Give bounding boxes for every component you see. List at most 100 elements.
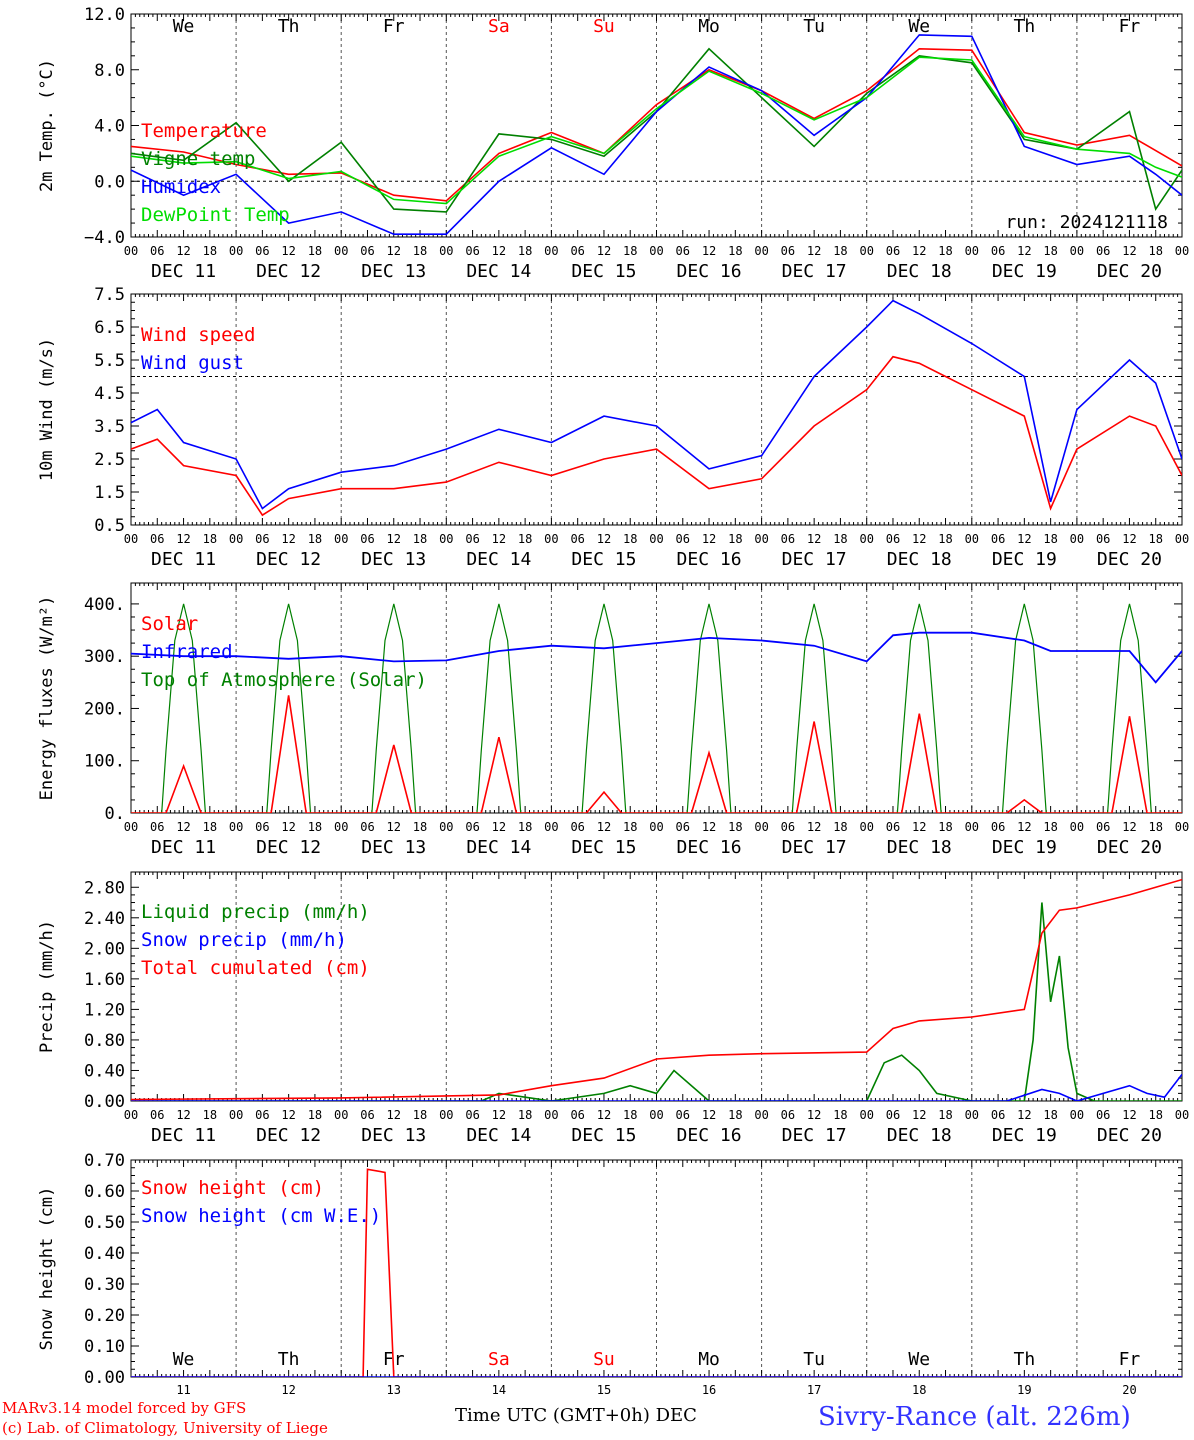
hour-tick-label: 00 (124, 1108, 138, 1122)
hour-tick-label: 18 (518, 532, 532, 546)
hour-tick-label: 18 (1148, 244, 1162, 258)
panel-2: 7.5 6.5 5.5 4.5 3.5 2.5 1.5 0.5 10m Wind (m/s) 00… (37, 285, 1189, 570)
hour-tick-label: 18 (938, 532, 952, 546)
weekday-label: We (173, 1349, 195, 1370)
hour-tick-label: 00 (334, 820, 348, 834)
hour-tick-label: 18 (203, 820, 217, 834)
y-tick-label: 6.5 (94, 318, 125, 338)
hour-tick-label: 00 (1175, 532, 1189, 546)
date-label: DEC 16 (677, 261, 742, 282)
y-tick-label: 400. (84, 595, 125, 615)
hour-tick-label: 06 (255, 820, 269, 834)
hour-tick-label: 18 (728, 244, 742, 258)
series-line-2 (131, 47, 1182, 213)
hour-tick-label: 06 (886, 820, 900, 834)
y-tick-label: −4.0 (84, 228, 125, 248)
weekday-label: We (908, 16, 930, 37)
hour-tick-label: 12 (1122, 532, 1136, 546)
day-number-label: 19 (1017, 1383, 1031, 1397)
date-label: DEC 20 (1097, 1125, 1162, 1146)
hour-tick-label: 18 (623, 532, 637, 546)
footer-model-line: MARv3.14 model forced by GFS (2, 1399, 247, 1417)
y-tick-label: 4.5 (94, 384, 125, 404)
hour-tick-label: 00 (334, 1108, 348, 1122)
hour-tick-label: 06 (465, 1108, 479, 1122)
hour-tick-label: 00 (965, 1108, 979, 1122)
hour-tick-label: 18 (728, 820, 742, 834)
weekday-label: Fr (1119, 1349, 1141, 1370)
hour-tick-label: 00 (754, 820, 768, 834)
weekday-label: Sa (488, 1349, 510, 1370)
y-tick-label: 2.00 (84, 939, 125, 959)
panel-4: 2.80 2.40 2.00 1.60 1.20 0.80 0.40 0.00 Precip (… (37, 871, 1189, 1146)
hour-tick-label: 18 (623, 244, 637, 258)
hour-tick-label: 06 (570, 244, 584, 258)
hour-tick-label: 06 (1096, 820, 1110, 834)
hour-tick-label: 12 (597, 532, 611, 546)
day-number-label: 14 (492, 1383, 506, 1397)
hour-tick-label: 12 (912, 244, 926, 258)
hour-tick-label: 00 (544, 532, 558, 546)
hour-tick-label: 18 (623, 820, 637, 834)
hour-tick-label: 18 (413, 1108, 427, 1122)
date-label: DEC 12 (256, 549, 321, 570)
hour-tick-label: 12 (807, 820, 821, 834)
y-tick-label: 0.80 (84, 1031, 125, 1051)
hour-tick-label: 12 (702, 244, 716, 258)
hour-tick-label: 06 (360, 532, 374, 546)
hour-tick-label: 18 (728, 1108, 742, 1122)
hour-tick-label: 00 (649, 532, 663, 546)
hour-tick-label: 18 (308, 1108, 322, 1122)
hour-tick-label: 06 (991, 244, 1005, 258)
legend-entry: Temperature (141, 120, 267, 142)
hour-tick-label: 06 (676, 244, 690, 258)
date-label: DEC 12 (256, 261, 321, 282)
y-axis-title: Precip (mm/h) (37, 920, 57, 1053)
hour-tick-label: 12 (1122, 1108, 1136, 1122)
y-axis-title: Energy fluxes (W/m²) (37, 596, 57, 801)
series-line-4 (131, 56, 1182, 205)
y-tick-label: 3.5 (94, 417, 125, 437)
legend-entry: Wind speed (141, 324, 255, 346)
date-label: DEC 17 (782, 549, 847, 570)
weekday-label: Tu (803, 1349, 825, 1370)
hour-tick-label: 18 (308, 820, 322, 834)
date-label: DEC 14 (466, 261, 531, 282)
hour-tick-label: 00 (229, 244, 243, 258)
hour-tick-label: 06 (676, 1108, 690, 1122)
date-label: DEC 13 (361, 837, 426, 858)
date-label: DEC 16 (677, 1125, 742, 1146)
series-line-2 (131, 1073, 1182, 1101)
hour-tick-label: 00 (439, 1108, 453, 1122)
hour-tick-label: 12 (387, 820, 401, 834)
weekday-label: Fr (1119, 16, 1141, 37)
hour-tick-label: 06 (570, 820, 584, 834)
y-tick-label: 0.10 (84, 1337, 125, 1357)
hour-tick-label: 00 (754, 244, 768, 258)
y-tick-label: 0.5 (94, 516, 125, 536)
y-tick-label: 0.00 (84, 1092, 125, 1112)
y-tick-label: 0.30 (84, 1275, 125, 1295)
hour-tick-label: 12 (492, 820, 506, 834)
date-label: DEC 15 (571, 837, 636, 858)
xaxis-label: Time UTC (GMT+0h) DEC (455, 1405, 697, 1426)
hour-tick-label: 06 (360, 1108, 374, 1122)
hour-tick-label: 12 (281, 244, 295, 258)
y-tick-label: 2.80 (84, 878, 125, 898)
hour-tick-label: 18 (518, 244, 532, 258)
hour-tick-label: 12 (1017, 1108, 1031, 1122)
date-label: DEC 17 (782, 1125, 847, 1146)
date-label: DEC 19 (992, 261, 1057, 282)
hour-tick-label: 00 (859, 244, 873, 258)
hour-tick-label: 06 (255, 532, 269, 546)
hour-tick-label: 00 (1070, 244, 1084, 258)
hour-tick-label: 00 (649, 244, 663, 258)
hour-tick-label: 12 (281, 1108, 295, 1122)
weekday-label: Mo (698, 16, 720, 37)
y-tick-label: 0.40 (84, 1244, 125, 1264)
y-tick-label: 12.0 (84, 5, 125, 25)
series-line-1 (131, 1168, 1182, 1377)
hour-tick-label: 00 (439, 532, 453, 546)
hour-tick-label: 06 (1096, 244, 1110, 258)
y-tick-label: 5.5 (94, 351, 125, 371)
